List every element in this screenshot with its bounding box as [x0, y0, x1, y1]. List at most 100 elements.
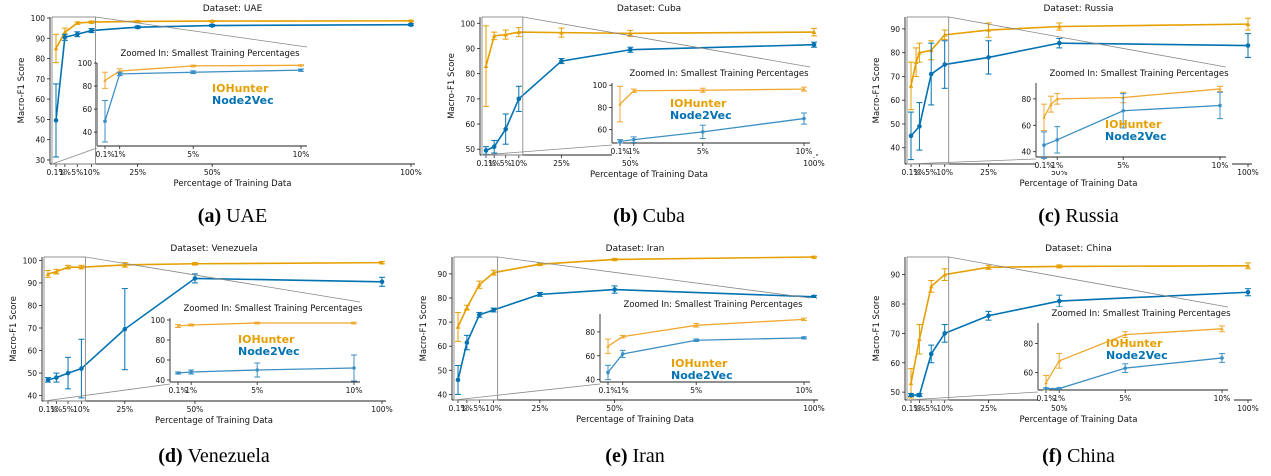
- series-iohunter-point: [477, 282, 482, 287]
- x-tick-label: 1%: [461, 404, 473, 413]
- legend-node2vec: Node2Vec: [212, 94, 274, 107]
- x-tick-label: 100%: [803, 404, 824, 413]
- x-tick-label: 5%: [925, 404, 937, 413]
- inset-y-tick-label: 80: [1023, 339, 1033, 348]
- x-tick-label: 5%: [473, 404, 485, 413]
- x-tick-label: 5%: [71, 168, 83, 177]
- x-axis-label: Percentage of Training Data: [174, 179, 292, 189]
- series-node2vec-point: [612, 287, 617, 292]
- caption-name: UAE: [226, 205, 267, 227]
- inset-x-tick-label: 1%: [617, 386, 629, 395]
- series-node2vec-point: [89, 28, 94, 33]
- zoom-connector: [948, 256, 1229, 308]
- inset-series-iohunter-point: [1123, 332, 1127, 337]
- inset-series-iohunter-point: [191, 64, 195, 68]
- series-node2vec-point: [483, 148, 489, 153]
- series-iohunter-point: [491, 270, 496, 275]
- x-tick-label: 0.1%: [476, 159, 495, 168]
- series-node2vec-point: [379, 279, 385, 285]
- y-axis-label: Macro-F1 Score: [447, 53, 457, 119]
- series-iohunter-point: [908, 83, 914, 88]
- series-iohunter-line: [47, 261, 383, 275]
- inset-x-tick-label: 0.1%: [610, 147, 629, 156]
- x-tick-label: 25%: [532, 404, 549, 413]
- inset-zoom: Zoomed In: Smallest Training Percentages…: [593, 67, 816, 157]
- inset-series-iohunter-point: [103, 78, 107, 82]
- series-node2vec-point: [75, 31, 80, 37]
- inset-series-node2vec-point: [176, 371, 180, 375]
- series-node2vec-point: [811, 294, 817, 300]
- series-node2vec-point: [942, 62, 947, 67]
- inset-x-tick-label: 1%: [1051, 161, 1063, 170]
- inset-series-iohunter-point: [352, 321, 356, 325]
- inset-series-iohunter-point: [1057, 359, 1061, 363]
- y-tick-label: 80: [465, 70, 475, 79]
- inset-zoom: Zoomed In: Smallest Training Percentages…: [151, 302, 366, 396]
- x-tick-label: 5%: [62, 405, 74, 414]
- series-iohunter-point: [1056, 264, 1062, 269]
- inset-x-tick-label: 5%: [187, 150, 199, 159]
- inset-zoom: Zoomed In: Smallest Training Percentages…: [1023, 307, 1234, 404]
- legend-node2vec: Node2Vec: [671, 369, 733, 382]
- x-tick-label: 50%: [622, 159, 639, 168]
- series-node2vec-point: [986, 55, 991, 60]
- x-tick-label: 10%: [510, 159, 527, 168]
- series-node2vec-point: [464, 340, 470, 345]
- inset-series-node2vec-point: [620, 352, 625, 356]
- series-node2vec-point: [62, 34, 68, 40]
- inset-series-node2vec-point: [1123, 366, 1127, 370]
- x-tick-label: 0.1%: [901, 168, 920, 177]
- inset-series-node2vec-line: [619, 117, 805, 142]
- x-axis-label: Percentage of Training Data: [1020, 415, 1138, 425]
- inset-title: Zoomed In: Smallest Training Percentages: [120, 49, 300, 59]
- y-tick-label: 80: [890, 49, 900, 58]
- legend-iohunter: IOHunter: [670, 97, 727, 110]
- x-axis-label: Percentage of Training Data: [1020, 179, 1138, 189]
- y-tick-label: 90: [465, 44, 475, 53]
- inset-x-tick-label: 10%: [1214, 394, 1231, 403]
- y-tick-label: 60: [437, 342, 447, 351]
- series-node2vec-point: [917, 124, 922, 129]
- series-iohunter-point: [79, 264, 84, 269]
- y-tick-label: 50: [27, 369, 37, 378]
- x-tick-label: 100%: [803, 159, 824, 168]
- y-tick-label: 90: [35, 34, 45, 43]
- inset-x-tick-label: 1%: [1053, 394, 1065, 403]
- x-tick-label: 0.1%: [46, 168, 65, 177]
- x-tick-label: 0.1%: [38, 405, 57, 414]
- series-node2vec-point: [908, 133, 914, 139]
- legend-node2vec: Node2Vec: [1105, 130, 1167, 143]
- series-iohunter-line: [910, 23, 1249, 87]
- x-tick-label: 100%: [371, 405, 392, 414]
- zoom-connector: [95, 16, 308, 48]
- x-tick-label: 50%: [204, 168, 221, 177]
- inset-x-tick-label: 10%: [346, 386, 363, 395]
- zoom-connector: [43, 383, 171, 402]
- inset-series-iohunter-point: [1042, 115, 1046, 119]
- x-tick-label: 25%: [116, 405, 133, 414]
- inset-title: Zoomed In: Smallest Training Percentages: [183, 304, 363, 314]
- y-tick-label: 70: [35, 75, 45, 84]
- x-tick-label: 100%: [400, 168, 421, 177]
- series-node2vec-point: [455, 377, 461, 383]
- inset-series-iohunter-point: [255, 321, 259, 325]
- y-tick-label: 50: [437, 366, 447, 375]
- inset-series-iohunter-point: [1049, 102, 1053, 106]
- series-node2vec-point: [53, 118, 59, 123]
- legend-node2vec: Node2Vec: [1106, 349, 1168, 362]
- series-iohunter-point: [53, 46, 59, 51]
- series-node2vec-point: [516, 96, 522, 102]
- series-node2vec-point: [811, 42, 817, 48]
- panel-title: Dataset: UAE: [203, 4, 263, 14]
- inset-y-tick-label: 60: [155, 356, 165, 365]
- x-axis-label: Percentage of Training Data: [576, 415, 694, 425]
- series-iohunter-point: [379, 260, 385, 265]
- series-iohunter-point: [503, 32, 508, 37]
- series-node2vec-point: [79, 366, 84, 371]
- panel-title: Dataset: China: [1045, 244, 1112, 254]
- series-node2vec-point: [209, 23, 215, 28]
- inset-series-iohunter-line: [104, 64, 302, 81]
